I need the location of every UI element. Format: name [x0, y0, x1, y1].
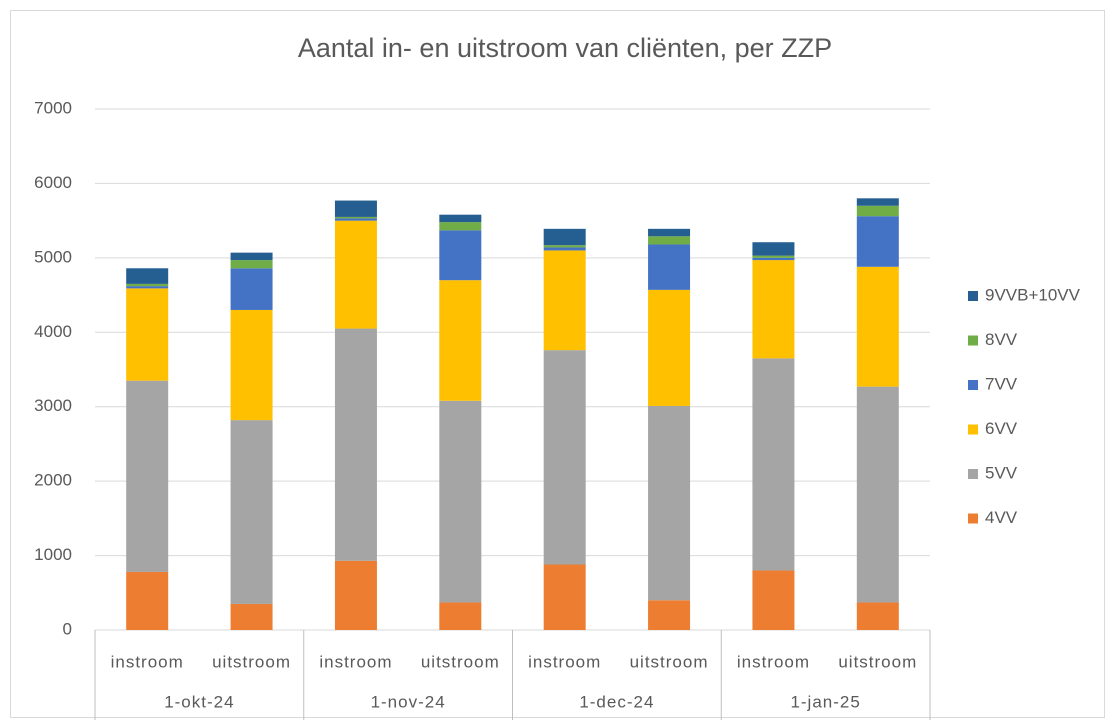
bar-segment [648, 228, 691, 237]
bar-segment [752, 358, 795, 571]
bar-segment [230, 603, 273, 630]
bar-segment [126, 380, 169, 572]
bar-segment [439, 280, 482, 401]
bar-segment [126, 286, 169, 289]
bar-segment [439, 230, 482, 281]
bar-segment [439, 400, 482, 603]
legend-label: 4VV [985, 508, 1018, 527]
y-tick-label: 6000 [34, 173, 72, 192]
bar-segment [334, 216, 377, 219]
bar-segment [543, 245, 586, 248]
group-label: 1-dec-24 [579, 692, 654, 711]
bar-segment [334, 200, 377, 217]
y-tick-label: 7000 [34, 98, 72, 117]
legend-label: 6VV [985, 419, 1018, 438]
x-tick-label: uitstroom [838, 652, 917, 671]
bar-segment [230, 420, 273, 604]
bar-segment [543, 250, 586, 351]
y-tick-label: 1000 [34, 545, 72, 564]
y-tick-label: 4000 [34, 322, 72, 341]
bar-segment [334, 328, 377, 561]
legend-label: 5VV [985, 463, 1018, 482]
bar-segment [752, 260, 795, 359]
bar-segment [543, 228, 586, 246]
legend-swatch [968, 513, 978, 524]
bar-segment [752, 570, 795, 630]
bar-segment [648, 244, 691, 290]
bar-segment [752, 242, 795, 256]
legend-swatch [968, 469, 978, 479]
bar-segment [856, 205, 899, 217]
x-tick-label: instroom [737, 652, 810, 671]
bar-segment [126, 283, 169, 287]
bar-segment [648, 236, 691, 245]
bar-segment [334, 218, 377, 221]
bar-segment [648, 600, 691, 630]
x-tick-label: instroom [528, 652, 601, 671]
legend-swatch [968, 380, 978, 390]
bar-segment [648, 405, 691, 601]
chart-title: Aantal in- en uitstroom van cliënten, pe… [298, 33, 832, 63]
bar-segment [856, 266, 899, 387]
bar-segment [230, 268, 273, 310]
legend-swatch [968, 291, 978, 301]
bar-segment [543, 564, 586, 630]
bar-segment [543, 247, 586, 251]
y-tick-label: 0 [63, 619, 72, 638]
bar-segment [856, 198, 899, 206]
group-label: 1-jan-25 [790, 692, 860, 711]
bar-segment [126, 268, 169, 284]
x-tick-label: uitstroom [212, 652, 291, 671]
x-tick-label: uitstroom [421, 652, 500, 671]
legend-label: 7VV [985, 374, 1018, 393]
x-tick-label: uitstroom [630, 652, 709, 671]
bar-segment [334, 220, 377, 329]
legend-label: 9VVB+10VV [985, 285, 1081, 304]
bar-segment [752, 257, 795, 261]
x-tick-label: instroom [319, 652, 392, 671]
bar-segment [334, 560, 377, 630]
bar-segment [230, 252, 273, 261]
bar-segment [126, 288, 169, 381]
bar-segment [648, 289, 691, 406]
bar-segment [543, 350, 586, 565]
bar-segment [752, 255, 795, 258]
y-tick-label: 2000 [34, 471, 72, 490]
bar-segment [439, 222, 482, 231]
legend-label: 8VV [985, 330, 1018, 349]
bar-segment [126, 571, 169, 630]
bar-segment [230, 260, 273, 269]
bar-segment [856, 216, 899, 267]
group-label: 1-nov-24 [371, 692, 446, 711]
bar-segment [230, 309, 273, 421]
bar-segment [856, 386, 899, 603]
group-label: 1-okt-24 [164, 692, 234, 711]
bar-segment [856, 602, 899, 630]
x-tick-label: instroom [111, 652, 184, 671]
bar-segment [439, 214, 482, 223]
legend-swatch [968, 335, 978, 346]
legend-swatch [968, 424, 978, 435]
y-tick-label: 3000 [34, 396, 72, 415]
y-tick-label: 5000 [34, 247, 72, 266]
bar-segment [439, 602, 482, 630]
